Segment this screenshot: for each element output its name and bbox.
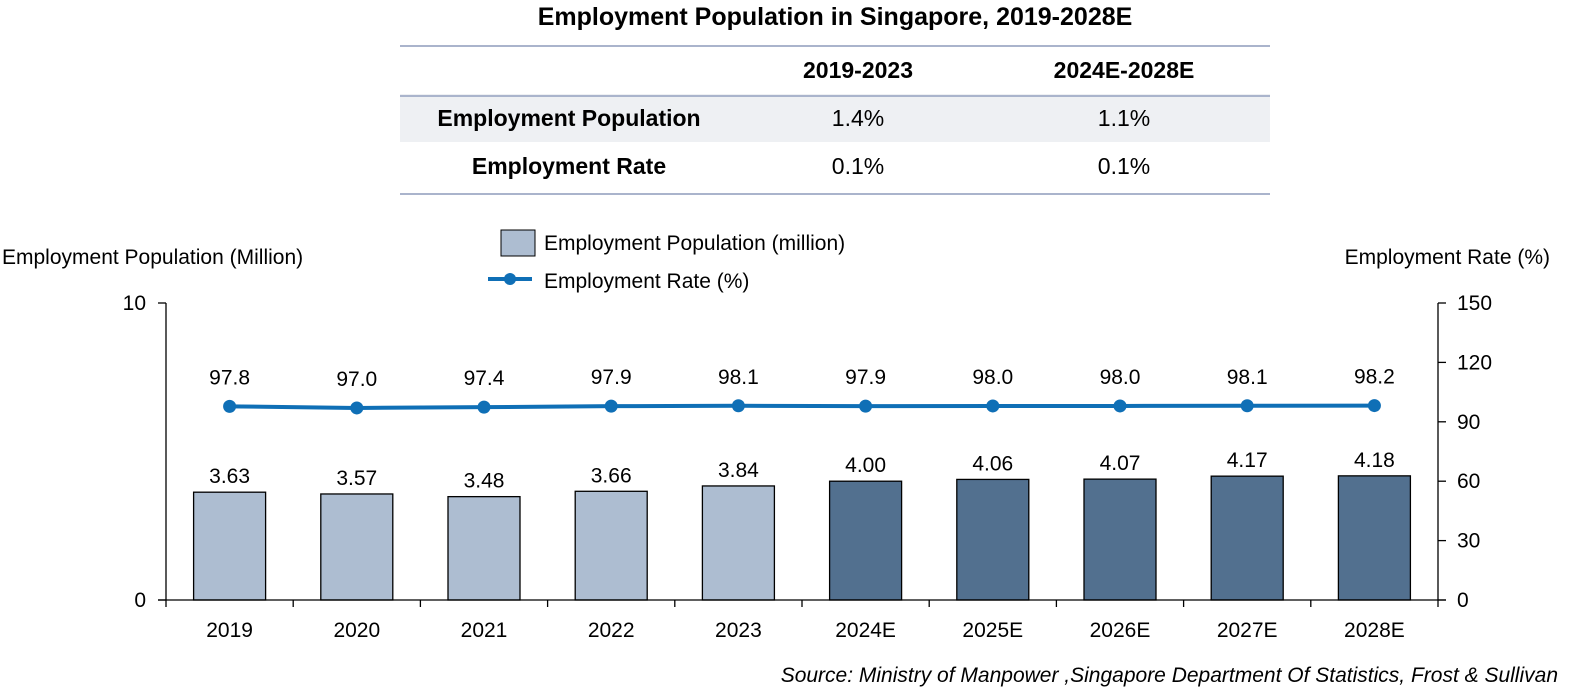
- table-cell: 0.1%: [831, 152, 885, 179]
- legend-label-line: Employment Rate (%): [544, 270, 749, 293]
- legend-swatch-bar: [500, 229, 536, 257]
- table-bottom-rule: [400, 193, 1270, 195]
- y-tick-label: 10: [123, 292, 146, 315]
- legend-swatch-marker: [504, 273, 516, 285]
- x-tick-label: 2027E: [1217, 619, 1278, 642]
- line-point: [1240, 399, 1254, 413]
- cagr-table: 2019-2023 2024E-2028E Employment Populat…: [400, 46, 1270, 190]
- bar: [701, 485, 776, 601]
- y-tick-label: 0: [134, 589, 146, 612]
- x-tick-label: 2028E: [1344, 619, 1405, 642]
- x-tick-label: 2021: [461, 619, 508, 642]
- bar: [320, 493, 394, 601]
- bar: [1083, 478, 1157, 601]
- table-row-employment-rate: Employment Rate 0.1% 0.1%: [400, 142, 1270, 190]
- table-header-row: 2019-2023 2024E-2028E: [400, 46, 1270, 94]
- bar-data-label: 4.18: [1354, 449, 1395, 472]
- line-point: [986, 399, 1000, 413]
- y2-tick-label: 90: [1457, 411, 1480, 434]
- chart-title: Employment Population in Singapore, 2019…: [537, 3, 1133, 31]
- line-point: [223, 399, 237, 413]
- x-tick-label: 2026E: [1090, 619, 1151, 642]
- combo-chart: Employment Population (Million) Employmen…: [2, 229, 1550, 642]
- bar: [447, 495, 521, 601]
- bar-data-label: 4.00: [845, 454, 886, 477]
- bar-data-label: 4.17: [1227, 449, 1268, 472]
- x-tick-label: 2024E: [835, 619, 896, 642]
- line-data-label: 98.0: [972, 366, 1013, 389]
- line-data-label: 98.0: [1100, 366, 1141, 389]
- line-data-label: 98.1: [718, 366, 759, 389]
- bar: [1210, 475, 1284, 601]
- bar-data-label: 3.48: [464, 470, 505, 493]
- x-tick-label: 2020: [333, 619, 380, 642]
- line-point: [1113, 399, 1127, 413]
- table-cell: 0.1%: [1097, 152, 1151, 179]
- line-point: [859, 399, 873, 413]
- table-header-rule: [400, 95, 1270, 97]
- line-data-label: 97.4: [464, 367, 505, 390]
- x-tick-label: 2022: [588, 619, 635, 642]
- line-data-label: 98.1: [1227, 366, 1268, 389]
- y-axis-title: Employment Population (Million): [2, 246, 303, 269]
- line-point: [604, 399, 618, 413]
- line-data-label: 97.0: [336, 368, 377, 391]
- bar-data-label: 4.06: [972, 452, 1013, 475]
- bar: [192, 491, 267, 601]
- line-data-label: 97.9: [591, 366, 632, 389]
- bar-data-label: 3.84: [718, 459, 759, 482]
- legend-label-bar: Employment Population (million): [544, 232, 845, 255]
- line-data-label: 98.2: [1354, 366, 1395, 389]
- bar-data-label: 4.07: [1100, 452, 1141, 475]
- table-row-label: Employment Rate: [471, 152, 667, 179]
- table-header-period-2: 2024E-2028E: [1053, 56, 1195, 83]
- table-header-blank: [400, 46, 738, 94]
- line-point: [477, 400, 491, 414]
- bar-data-label: 3.66: [591, 464, 632, 487]
- line-point: [1367, 399, 1381, 413]
- table-row-label: Employment Population: [400, 94, 738, 142]
- line-point: [731, 399, 745, 413]
- x-tick-label: 2025E: [962, 619, 1023, 642]
- bar-data-label: 3.57: [336, 467, 377, 490]
- table-top-rule: [400, 45, 1270, 47]
- y2-tick-label: 60: [1457, 470, 1480, 493]
- line-point: [350, 401, 364, 415]
- bar: [828, 480, 903, 601]
- employment-rate-line: [229, 403, 1375, 410]
- table-cell: 1.4%: [738, 94, 978, 142]
- y2-tick-label: 0: [1457, 589, 1469, 612]
- line-data-label: 97.8: [209, 366, 250, 389]
- table-cell: 1.1%: [978, 94, 1270, 142]
- bar: [1337, 475, 1412, 601]
- bar: [574, 490, 648, 601]
- y2-axis-title: Employment Rate (%): [1345, 246, 1550, 269]
- bar: [956, 478, 1030, 601]
- y2-tick-label: 150: [1457, 292, 1492, 315]
- y2-tick-label: 120: [1457, 351, 1492, 374]
- table-header-period-1: 2019-2023: [803, 56, 913, 83]
- bar-data-label: 3.63: [209, 465, 250, 488]
- table-row-employment-population: Employment Population 1.4% 1.1%: [400, 94, 1270, 142]
- x-tick-label: 2023: [715, 619, 762, 642]
- y2-tick-label: 30: [1457, 530, 1480, 553]
- x-tick-label: 2019: [206, 619, 253, 642]
- line-data-label: 97.9: [845, 366, 886, 389]
- source-note: Source: Ministry of Manpower ,Singapore …: [780, 664, 1558, 687]
